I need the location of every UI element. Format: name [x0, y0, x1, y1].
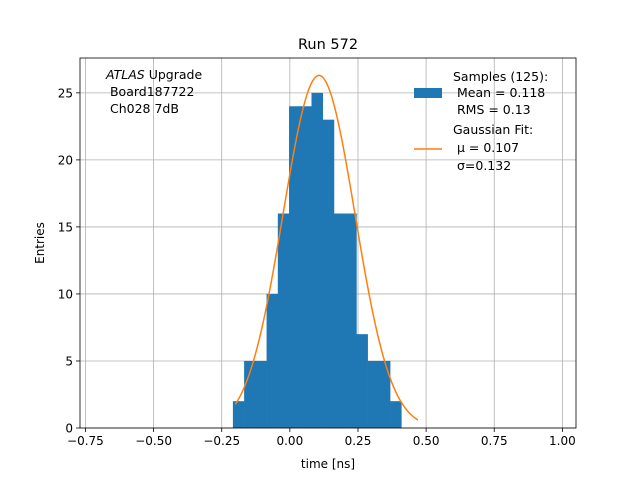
atlas-italic: ATLAS	[105, 67, 145, 82]
histogram-bar	[367, 360, 380, 428]
y-tick-label: 5	[65, 354, 73, 368]
histogram-bar	[289, 106, 301, 429]
histogram-bar	[311, 92, 324, 428]
x-tick-label: 0.50	[413, 434, 440, 448]
plot-frame	[79, 57, 577, 429]
histogram-bar	[390, 401, 402, 428]
legend-histogram-title: Samples (125):	[453, 69, 548, 84]
y-axis-label: Entries	[33, 222, 47, 264]
fit-curve-layer	[234, 74, 419, 421]
histogram-bar	[266, 293, 279, 428]
histogram-bar	[232, 401, 245, 428]
legend-fit-mu: μ = 0.107	[453, 140, 519, 155]
histogram-bar	[322, 119, 335, 429]
atlas-label: ATLAS Upgrade	[105, 67, 202, 82]
x-axis-label: time [ns]	[301, 457, 355, 471]
histogram-bar	[255, 360, 267, 428]
board-label: Board187722	[106, 84, 194, 99]
chart-title: Run 572	[298, 37, 358, 53]
x-tick-label: −0.50	[135, 434, 172, 448]
x-axis-ticks: −0.75 −0.50 −0.25 0.00 0.25 0.50 0.75 1.00	[67, 428, 576, 448]
legend-histogram-swatch	[414, 88, 442, 98]
x-tick-label: −0.75	[67, 434, 104, 448]
histogram-bar	[356, 334, 368, 428]
legend-histogram-rms: RMS = 0.13	[453, 102, 531, 117]
legend-fit-title: Gaussian Fit:	[453, 122, 533, 137]
histogram-bar	[244, 360, 256, 428]
y-tick-label: 20	[58, 153, 73, 167]
legend-histogram-mean: Mean = 0.118	[453, 85, 545, 100]
channel-label: Ch028 7dB	[106, 101, 179, 116]
y-tick-label: 0	[65, 422, 73, 436]
x-tick-label: −0.25	[203, 434, 240, 448]
x-tick-label: 1.00	[549, 434, 576, 448]
legend: Samples (125): Mean = 0.118 RMS = 0.13 G…	[414, 69, 548, 173]
x-tick-label: 0.75	[481, 434, 508, 448]
histogram-bar	[300, 106, 312, 429]
histogram-bars	[232, 92, 402, 429]
y-axis-ticks: 0 5 10 15 20 25	[58, 86, 80, 436]
legend-fit-sigma: σ=0.132	[453, 158, 511, 173]
atlas-rest: Upgrade	[145, 67, 203, 82]
histogram-bar	[333, 213, 346, 428]
y-tick-label: 15	[58, 220, 73, 234]
histogram-bar	[277, 213, 290, 428]
histogram-bar	[378, 360, 391, 428]
histogram-bar	[345, 213, 357, 428]
y-tick-label: 25	[58, 86, 73, 100]
x-tick-label: 0.25	[345, 434, 372, 448]
x-tick-label: 0.00	[276, 434, 303, 448]
gaussian-fit-line	[234, 74, 419, 421]
y-tick-label: 10	[58, 287, 73, 301]
